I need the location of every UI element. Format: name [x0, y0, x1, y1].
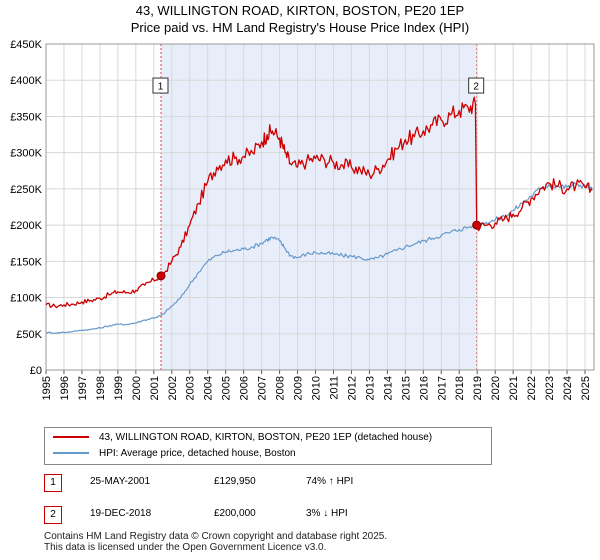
legend-item-property: 43, WILLINGTON ROAD, KIRTON, BOSTON, PE2…: [53, 430, 432, 446]
x-tick-label: 2006: [239, 376, 251, 400]
x-tick-label: 2016: [418, 376, 430, 400]
x-tick-label: 2018: [454, 376, 466, 400]
footer-licence: This data is licensed under the Open Gov…: [44, 542, 327, 553]
sale-badge-label: 1: [158, 82, 164, 93]
y-tick-label: £450K: [10, 39, 42, 51]
footer: Contains HM Land Registry data © Crown c…: [44, 531, 387, 553]
chart-title: 43, WILLINGTON ROAD, KIRTON, BOSTON, PE2…: [0, 2, 600, 36]
transaction-badge: 2: [44, 506, 62, 524]
transaction-hpi-diff: 3% ↓ HPI: [306, 508, 348, 519]
legend-swatch-hpi: [53, 452, 89, 455]
sale-badge-box: [152, 77, 169, 94]
x-tick-label: 2023: [544, 376, 556, 400]
transaction-row: 2 19-DEC-2018 £200,000 3% ↓ HPI: [44, 506, 464, 526]
y-tick-label: £350K: [10, 111, 42, 123]
x-tick-label: 1995: [41, 376, 53, 400]
y-tick-label: £50K: [16, 329, 42, 341]
x-tick-label: 2008: [275, 376, 287, 400]
chart-title-line-1: 43, WILLINGTON ROAD, KIRTON, BOSTON, PE2…: [135, 3, 465, 18]
transaction-row: 1 25-MAY-2001 £129,950 74% ↑ HPI: [44, 474, 464, 494]
series-line-hpi: [45, 182, 593, 334]
x-tick-label: 2013: [364, 376, 376, 400]
legend-label-hpi: HPI: Average price, detached house, Bost…: [99, 448, 296, 459]
x-tick-label: 2004: [203, 376, 215, 400]
y-tick-label: £300K: [10, 148, 42, 160]
x-tick-label: 1996: [59, 376, 71, 400]
y-tick-label: £150K: [10, 256, 42, 268]
x-tick-label: 2002: [167, 376, 179, 400]
x-tick-label: 2005: [221, 376, 233, 400]
x-tick-label: 2017: [436, 376, 448, 400]
x-tick-label: 2003: [185, 376, 197, 400]
x-tick-label: 2001: [149, 376, 161, 400]
x-tick-label: 2000: [131, 376, 143, 400]
transaction-price: £129,950: [214, 476, 256, 487]
x-tick-label: 2007: [257, 376, 269, 400]
y-tick-label: £0: [30, 365, 42, 377]
x-tick-label: 2010: [311, 376, 323, 400]
legend-item-hpi: HPI: Average price, detached house, Bost…: [53, 446, 296, 462]
footer-copyright: Contains HM Land Registry data © Crown c…: [44, 531, 388, 542]
chart-title-line-2: Price paid vs. HM Land Registry's House …: [130, 20, 470, 35]
x-tick-label: 2009: [293, 376, 305, 400]
legend-swatch-property: [53, 436, 89, 439]
y-tick-label: £250K: [10, 184, 42, 196]
x-tick-label: 2019: [472, 376, 484, 400]
x-tick-label: 2021: [508, 376, 520, 400]
y-tick-label: £100K: [10, 293, 42, 305]
x-tick-label: 2022: [526, 376, 538, 400]
x-tick-label: 2014: [382, 376, 394, 400]
x-tick-label: 1999: [113, 376, 125, 400]
x-tick-label: 2025: [580, 376, 592, 400]
transaction-date: 25-MAY-2001: [90, 476, 151, 487]
sale-point: [472, 220, 482, 230]
x-tick-label: 2015: [400, 376, 412, 400]
legend: 43, WILLINGTON ROAD, KIRTON, BOSTON, PE2…: [44, 427, 492, 465]
x-tick-label: 2020: [490, 376, 502, 400]
sale-badge-label: 2: [473, 82, 479, 93]
x-tick-label: 1998: [95, 376, 107, 400]
transaction-price: £200,000: [214, 508, 256, 519]
transaction-badge: 1: [44, 474, 62, 492]
x-tick-label: 2024: [562, 376, 574, 400]
plot-border: [45, 43, 595, 371]
transaction-date: 19-DEC-2018: [90, 508, 152, 519]
transaction-hpi-diff: 74% ↑ HPI: [306, 476, 354, 487]
legend-label-property: 43, WILLINGTON ROAD, KIRTON, BOSTON, PE2…: [99, 432, 433, 443]
x-tick-label: 2012: [346, 376, 358, 400]
ownership-period-shade: [160, 44, 477, 370]
y-tick-label: £400K: [10, 75, 42, 87]
x-tick-label: 2011: [328, 376, 340, 400]
sale-badge-box: [468, 77, 485, 94]
series-line-property: [45, 96, 593, 309]
x-tick-label: 1997: [77, 376, 89, 400]
y-tick-label: £200K: [10, 220, 42, 232]
sale-point: [156, 271, 166, 281]
price-chart: £0 £50K £100K £150K £200K £250K £300K £350K £400…: [10, 39, 595, 400]
